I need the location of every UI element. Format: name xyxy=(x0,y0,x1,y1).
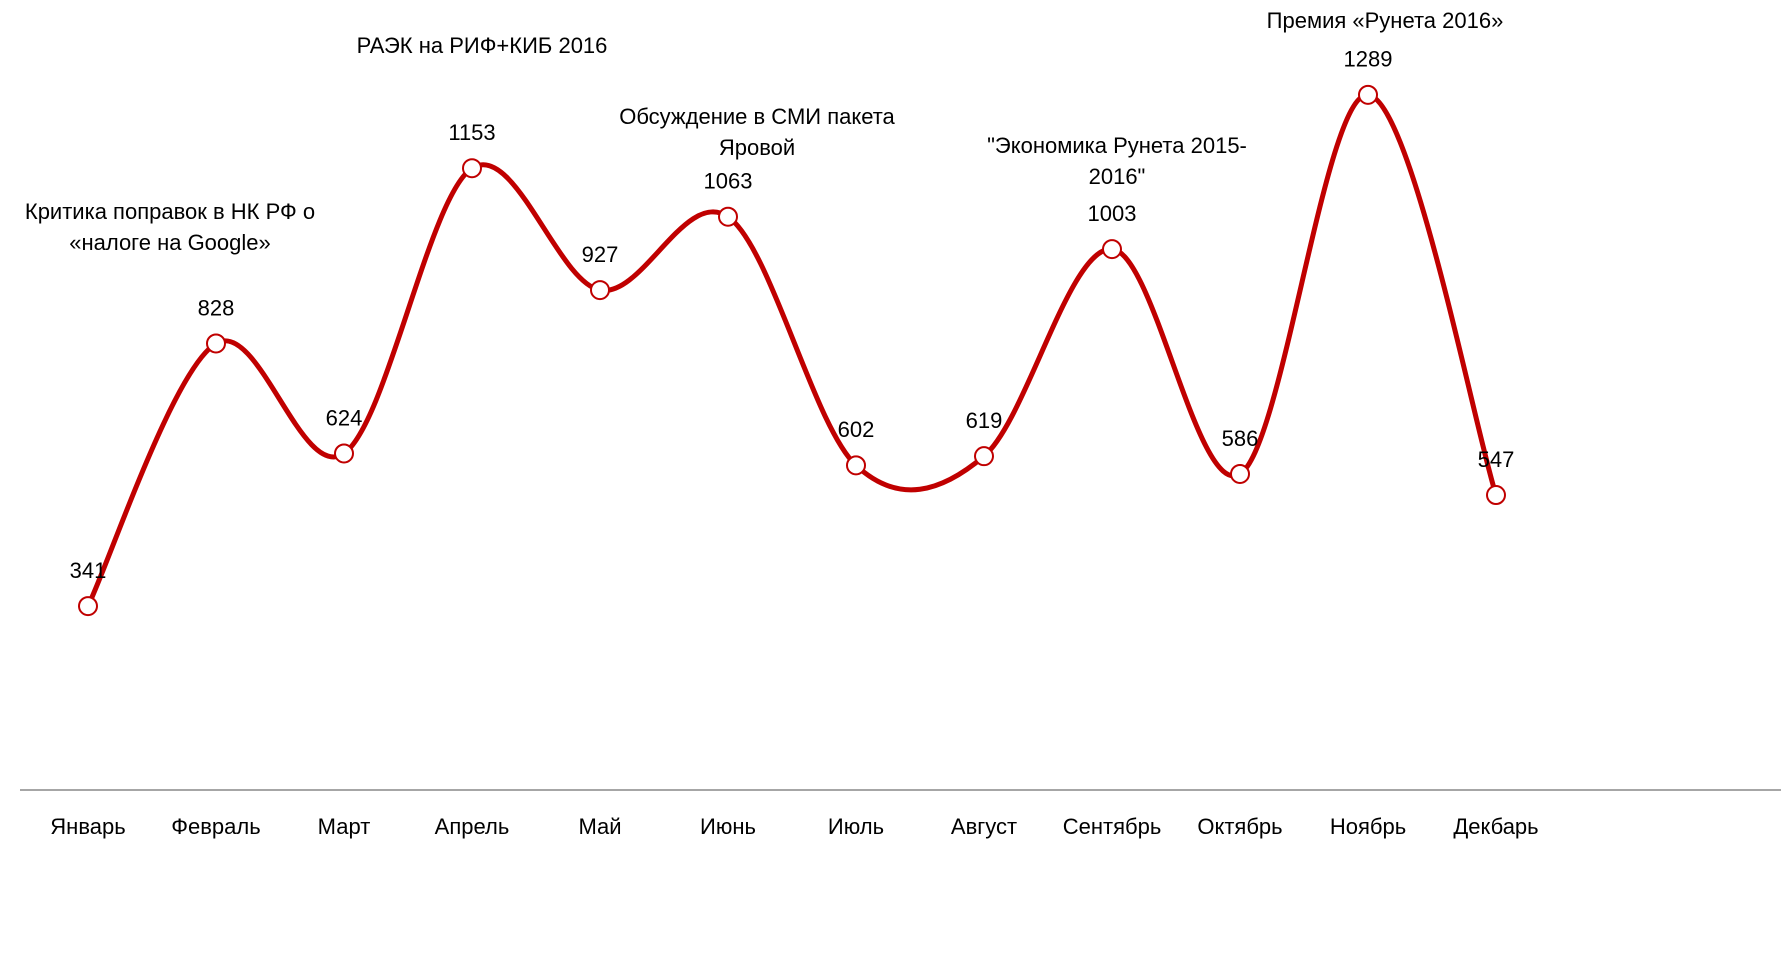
x-tick-label: Июль xyxy=(828,814,884,839)
data-label: 547 xyxy=(1478,447,1515,472)
marker xyxy=(462,158,482,179)
marker xyxy=(1102,239,1122,260)
x-tick-label: Июнь xyxy=(700,814,756,839)
marker xyxy=(974,446,994,467)
data-label: 828 xyxy=(198,295,235,320)
x-tick-label: Ноябрь xyxy=(1330,814,1406,839)
data-label: 927 xyxy=(582,242,619,267)
x-tick-label: Май xyxy=(578,814,621,839)
data-label: 341 xyxy=(70,558,107,583)
data-label: 624 xyxy=(326,405,363,430)
data-label: 1063 xyxy=(704,169,753,194)
annotation: "Экономика Рунета 2015- 2016" xyxy=(987,133,1247,189)
marker xyxy=(78,596,98,617)
data-label: 586 xyxy=(1222,426,1259,451)
x-tick-label: Декбарь xyxy=(1453,814,1538,839)
marker xyxy=(846,455,866,476)
data-label: 602 xyxy=(838,417,875,442)
x-tick-label: Январь xyxy=(50,814,125,839)
x-tick-label: Август xyxy=(951,814,1017,839)
data-label: 1003 xyxy=(1088,201,1137,226)
x-tick-label: Сентябрь xyxy=(1063,814,1162,839)
marker xyxy=(718,206,738,227)
marker xyxy=(1358,84,1378,105)
data-label: 1153 xyxy=(448,120,495,145)
marker xyxy=(590,280,610,301)
x-tick-label: Март xyxy=(318,814,371,839)
annotation: РАЭК на РИФ+КИБ 2016 xyxy=(356,33,608,58)
marker xyxy=(206,333,226,354)
data-label: 1289 xyxy=(1344,47,1393,72)
x-tick-label: Октябрь xyxy=(1197,814,1282,839)
annotation: Обсуждение в СМИ пакета Яровой xyxy=(619,104,895,160)
annotation: Критика поправок в НК РФ о «налоге на Go… xyxy=(24,199,316,255)
x-tick-label: Апрель xyxy=(435,814,510,839)
line xyxy=(85,92,1499,608)
annotation: Премия «Рунета 2016» xyxy=(1266,8,1504,33)
data-label: 619 xyxy=(966,408,1003,433)
x-tick-label: Февраль xyxy=(171,814,260,839)
marker xyxy=(1230,463,1250,484)
marker xyxy=(334,443,354,464)
marker xyxy=(1486,485,1506,506)
